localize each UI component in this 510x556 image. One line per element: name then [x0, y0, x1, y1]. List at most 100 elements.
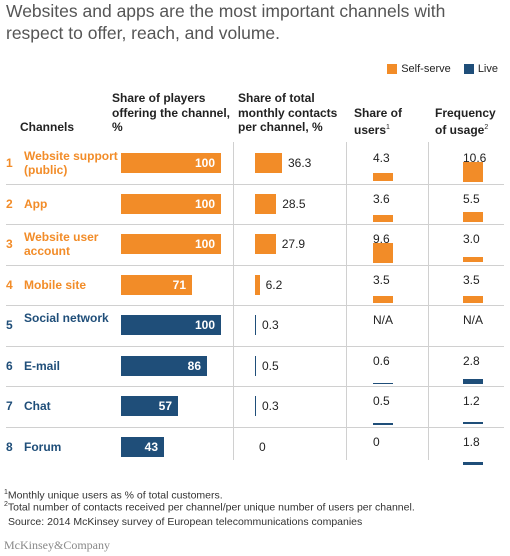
users-bar	[373, 295, 393, 303]
users-bar	[373, 423, 393, 425]
frequency-value: 1.8	[463, 434, 480, 449]
header-frequency-label: Frequency of usage	[435, 106, 496, 137]
row-number: 2	[6, 196, 13, 211]
frequency-bar	[463, 256, 483, 263]
legend-item-self-serve: Self-serve	[387, 63, 451, 75]
players-value: 100	[194, 318, 215, 333]
users-value: 0.5	[373, 394, 390, 409]
row-divider	[6, 345, 504, 347]
players-value: 86	[187, 358, 201, 373]
users-value: 0.6	[373, 353, 390, 368]
players-bar	[121, 355, 207, 376]
header-share-users-label: Share of users	[354, 106, 403, 137]
players-value: 100	[194, 196, 215, 211]
row-number: 6	[6, 358, 13, 373]
users-value: 3.5	[373, 272, 390, 287]
frequency-bar	[463, 161, 483, 182]
users-bar	[373, 172, 393, 182]
frequency-value: 5.5	[463, 191, 480, 206]
frequency-bar	[463, 378, 483, 384]
row-number: 8	[6, 439, 13, 454]
contacts-bar	[255, 396, 256, 417]
row-number: 1	[6, 156, 13, 171]
players-bar	[121, 193, 221, 214]
row-divider	[6, 224, 504, 225]
legend-swatch-self-serve	[387, 64, 398, 74]
row-divider	[6, 183, 504, 185]
players-value: 43	[144, 439, 158, 454]
channel-label: Website user account	[24, 230, 99, 259]
row-number: 5	[6, 318, 13, 333]
row-divider	[6, 426, 504, 428]
legend-swatch-live	[463, 64, 474, 74]
users-value: 3.6	[373, 191, 390, 206]
footnote-2-text: Total number of contacts received per ch…	[7, 501, 415, 514]
channel-label: Forum	[24, 439, 62, 454]
footnote-2-marker: 2	[4, 501, 8, 508]
row-divider	[6, 386, 504, 387]
legend-label-live: Live	[477, 63, 498, 75]
players-bar	[121, 274, 192, 295]
contacts-value: 27.9	[281, 237, 306, 252]
players-value: 100	[194, 237, 215, 252]
header-share-players: Share of players offering the channel, %	[112, 91, 231, 134]
header-frequency-sup: 2	[484, 123, 489, 131]
channel-label: App	[24, 196, 48, 211]
contacts-value: 28.5	[282, 196, 306, 211]
contacts-value: 0.5	[262, 358, 279, 373]
header-frequency: Frequency of usage2	[435, 106, 507, 137]
company-logo: McKinsey&Company	[4, 538, 110, 552]
players-bar	[121, 234, 221, 255]
row-number: 3	[6, 237, 13, 252]
column-divider	[346, 142, 347, 460]
source-note: Source: 2014 McKinsey survey of European…	[8, 516, 363, 528]
column-divider	[428, 142, 429, 460]
row-number: 7	[6, 399, 13, 414]
frequency-bar	[463, 296, 483, 303]
contacts-value: 0	[259, 439, 266, 454]
channel-label: Social network	[24, 311, 109, 326]
header-share-users-sup: 1	[386, 123, 390, 131]
header-channels: Channels	[20, 120, 75, 134]
contacts-value: 0.3	[262, 399, 279, 414]
players-bar	[121, 315, 221, 336]
column-divider	[233, 142, 234, 460]
frequency-value: 3.5	[463, 272, 480, 287]
contacts-bar	[255, 274, 260, 295]
frequency-value: 3.0	[463, 232, 480, 247]
contacts-value: 6.2	[265, 277, 283, 292]
frequency-value: N/A	[463, 313, 484, 328]
frequency-bar	[463, 422, 483, 425]
users-value: 0	[373, 434, 380, 449]
users-bar	[373, 214, 393, 222]
users-value: N/A	[373, 313, 394, 328]
legend: Self-serve Live	[377, 63, 498, 77]
row-number: 4	[6, 277, 13, 292]
contacts-bar	[255, 234, 276, 255]
players-bar	[121, 436, 164, 457]
players-bar	[121, 396, 178, 417]
footnote-2: 2Total number of contacts received per c…	[4, 498, 415, 515]
players-value: 100	[194, 156, 215, 171]
users-bar	[373, 382, 393, 384]
row-divider	[6, 264, 504, 266]
users-value: 9.6	[373, 232, 390, 247]
players-bar	[121, 153, 221, 174]
channel-label: Mobile site	[24, 277, 87, 292]
channel-label: Website support (public)	[24, 149, 118, 178]
contacts-bar	[255, 355, 256, 376]
footnote-1-text: Monthly unique users as % of total custo…	[7, 489, 223, 502]
contacts-bar	[255, 153, 282, 174]
footnote-1: 1Monthly unique users as % of total cust…	[4, 486, 223, 503]
header-share-users: Share of users1	[354, 106, 416, 137]
users-bar	[373, 242, 393, 263]
header-share-contacts: Share of total monthly contacts per chan…	[238, 91, 338, 134]
players-value: 57	[158, 399, 172, 414]
frequency-bar	[463, 461, 483, 465]
channel-label: Chat	[24, 399, 51, 414]
footnote-1-marker: 1	[4, 489, 8, 496]
frequency-value: 10.6	[463, 151, 487, 166]
contacts-value: 36.3	[288, 156, 312, 171]
frequency-value: 1.2	[463, 394, 480, 409]
players-value: 71	[172, 277, 186, 292]
